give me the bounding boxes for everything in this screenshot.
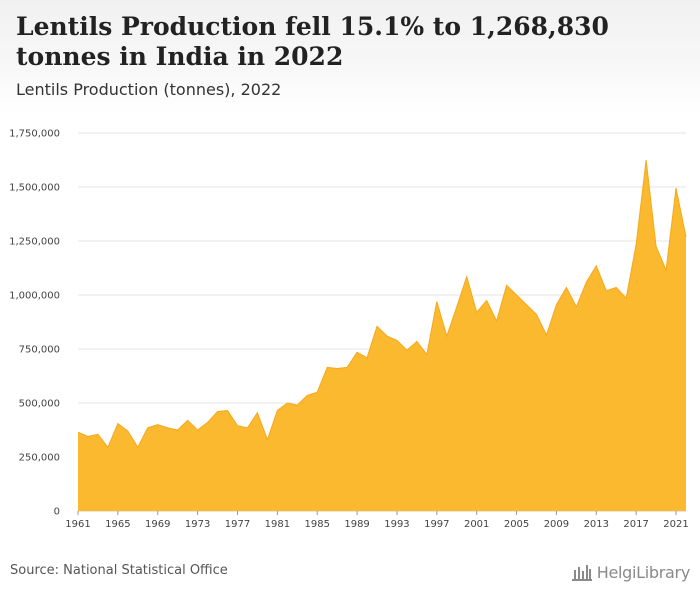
source-note: Source: National Statistical Office (10, 563, 228, 578)
x-axis: 1961 1965 1969 1973 1977 1981 1985 1989 1993 1997… (65, 511, 689, 530)
y-tick-label: 500,000 (19, 399, 60, 410)
series-area-fill (78, 160, 686, 511)
x-tick-label: 1989 (344, 519, 369, 530)
series-line (77, 159, 687, 449)
chart-title: Lentils Production fell 15.1% to 1,268,8… (16, 12, 609, 71)
y-tick-label: 750,000 (19, 345, 60, 356)
x-tick-label: 2017 (623, 519, 648, 530)
series-area (77, 159, 687, 511)
x-tick-label: 2021 (663, 519, 688, 530)
x-tick-label: 1969 (145, 519, 170, 530)
x-tick-label: 2013 (584, 519, 609, 530)
y-tick-label: 1,500,000 (9, 183, 60, 194)
helgi-library-logo[interactable]: HelgiLibrary (571, 560, 690, 584)
x-tick-label: 1993 (384, 519, 409, 530)
logo-text: HelgiLibrary (596, 562, 691, 582)
x-tick-label: 1997 (424, 519, 449, 530)
x-tick-label: 2001 (464, 519, 489, 530)
y-tick-label: 1,250,000 (9, 237, 60, 248)
y-axis: 0 250,000 500,000 750,000 1,000,000 1,250,000… (9, 129, 60, 518)
chart-subtitle: Lentils Production (tonnes), 2022 (16, 80, 282, 99)
x-tick-label: 1977 (225, 519, 250, 530)
x-tick-label: 1985 (304, 519, 329, 530)
x-tick-label: 2009 (544, 519, 569, 530)
x-tick-label: 2005 (504, 519, 529, 530)
y-tick-label: 1,750,000 (9, 129, 60, 140)
y-tick-label: 250,000 (19, 453, 60, 464)
x-tick-label: 1965 (105, 519, 130, 530)
header: Lentils Production fell 15.1% to 1,268,8… (0, 0, 700, 113)
x-tick-label: 1973 (185, 519, 210, 530)
y-tick-label: 1,000,000 (9, 291, 60, 302)
x-tick-label: 1961 (65, 519, 90, 530)
area-chart: 0 250,000 500,000 750,000 1,000,000 1,250,000… (9, 129, 689, 531)
y-tick-label: 0 (54, 507, 60, 518)
x-tick-label: 1981 (265, 519, 290, 530)
library-icon (571, 565, 592, 581)
